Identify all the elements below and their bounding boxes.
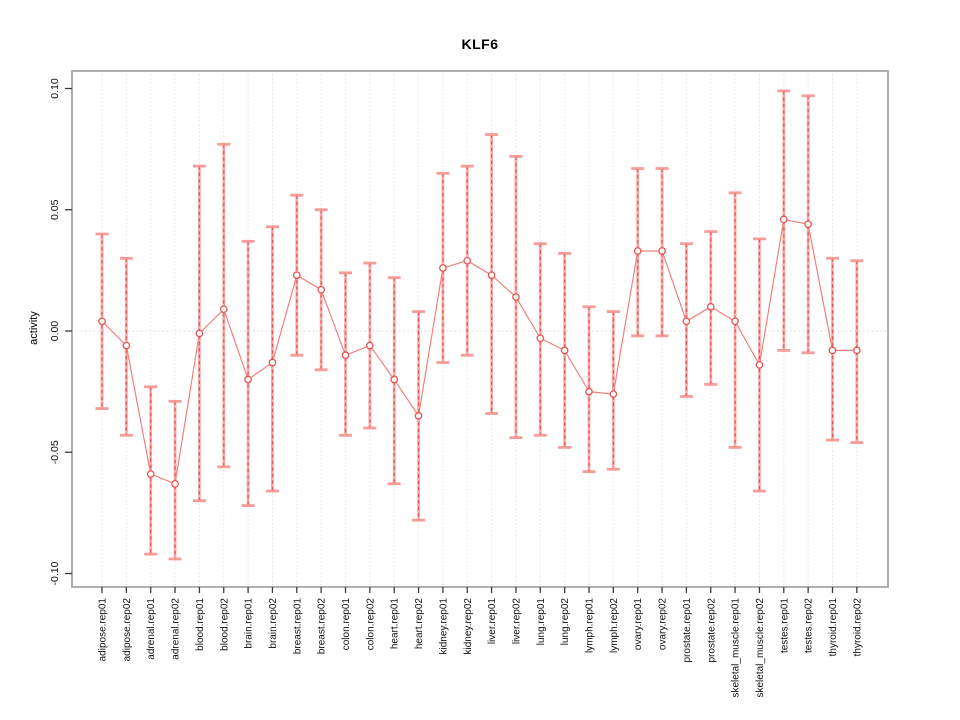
x-tick-label: lung.rep02 [560,598,571,646]
data-point [122,341,131,350]
x-tick-label: lymph.rep01 [585,598,596,653]
y-tick-label: -0.10 [49,561,61,585]
x-tick-label: ovary.rep01 [633,598,644,651]
data-point [658,247,666,255]
data-point [244,375,252,384]
data-point [536,334,545,343]
data-point [268,358,277,367]
x-tick-label: ovary.rep02 [658,598,669,651]
x-tick-label: adrenal.rep02 [171,598,182,660]
x-tick-label: testes.rep02 [804,598,815,653]
data-point [779,215,788,224]
data-point [146,470,155,478]
x-tick-label: skeletal_muscle.rep01 [731,598,742,698]
data-point [706,302,715,311]
x-tick-label: liver.rep02 [511,598,522,645]
x-tick-label: adipose.rep02 [122,598,133,662]
data-point [98,317,106,326]
y-tick-label: 0.00 [49,321,61,342]
data-point [585,387,593,396]
data-point [682,317,691,326]
data-point [609,390,618,398]
x-tick-label: prostate.rep01 [682,598,693,663]
data-point [341,351,350,360]
x-tick-label: adrenal.rep01 [146,598,157,660]
data-point [439,264,447,272]
data-point [852,346,861,355]
x-tick-label: brain.rep02 [268,598,279,649]
data-point [195,329,204,338]
x-tick-label: liver.rep01 [487,598,498,645]
x-tick-label: skeletal_muscle.rep02 [755,598,766,698]
chart-title: KLF6 [461,36,499,52]
x-tick-label: kidney.rep02 [463,598,474,655]
x-tick-label: thyroid.rep01 [828,598,839,657]
data-point [292,271,301,280]
data-point [731,317,739,326]
data-point [317,285,325,294]
data-point [390,375,399,384]
x-tick-label: blood.rep01 [195,598,206,651]
data-point [487,271,496,280]
y-axis-label: activity [28,311,40,345]
x-tick-label: prostate.rep02 [706,598,717,663]
x-tick-label: heart.rep01 [390,598,401,650]
y-tick-label: 0.10 [49,78,61,99]
data-point [365,341,374,350]
data-point [219,305,228,314]
y-tick-label: 0.05 [49,199,61,220]
x-tick-label: lung.rep01 [536,598,547,646]
y-tick-label: -0.05 [49,440,61,464]
x-tick-label: adipose.rep01 [98,598,109,662]
data-point [828,346,837,355]
x-tick-label: colon.rep01 [341,598,352,651]
x-tick-label: brain.rep01 [244,598,255,649]
data-point [633,247,642,255]
x-tick-label: kidney.rep01 [438,598,449,655]
x-tick-label: breast.rep01 [292,598,303,655]
x-tick-label: breast.rep02 [317,598,328,655]
x-tick-label: colon.rep02 [365,598,376,651]
x-tick-label: lymph.rep02 [609,598,620,653]
data-point [414,412,423,420]
data-point [804,220,813,229]
x-tick-label: thyroid.rep02 [852,598,863,657]
plot-frame [71,70,889,588]
x-tick-label: heart.rep02 [414,598,425,650]
data-point [755,361,764,369]
x-tick-label: testes.rep01 [779,598,790,653]
data-point [463,256,472,265]
series-line [101,218,857,485]
x-tick-label: blood.rep02 [219,598,230,651]
data-point [560,346,569,355]
data-point [512,293,520,301]
data-point [171,479,179,488]
